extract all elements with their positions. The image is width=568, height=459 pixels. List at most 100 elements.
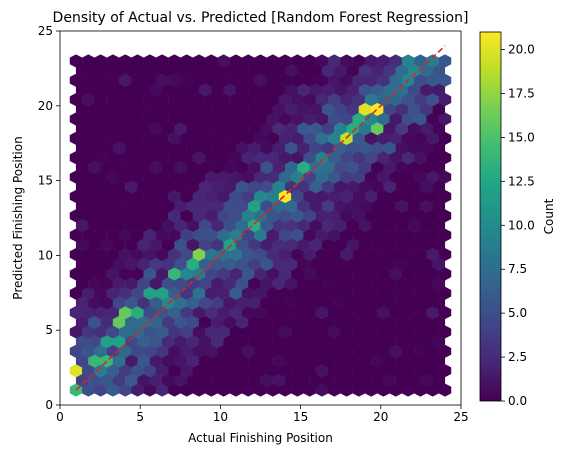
hexbin-cell	[432, 257, 446, 271]
hexbin-cell	[291, 344, 304, 358]
hexbin-cell	[364, 228, 378, 242]
hexbin-cell	[168, 112, 181, 126]
hexbin-cell	[186, 335, 200, 349]
hexbin-cell	[125, 315, 138, 329]
hexbin-cell	[137, 315, 150, 329]
hexbin-cell	[383, 199, 396, 213]
hexbin-cell	[192, 189, 206, 204]
hexbin-cell	[321, 238, 335, 252]
hexbin-cell	[192, 209, 206, 223]
hexbin-cell	[248, 83, 261, 97]
hexbin-cell	[346, 199, 359, 213]
hexbin-cell	[389, 93, 403, 107]
hexbin-cell	[340, 247, 353, 262]
hexbin-cell	[254, 131, 267, 145]
hexbin-cell	[149, 102, 163, 116]
hexbin-cell	[143, 54, 157, 68]
hexbin-cell	[352, 131, 366, 145]
hexbin-cell	[291, 93, 304, 107]
hexbin-cell	[284, 122, 298, 136]
hexbin-cell	[358, 315, 372, 329]
hexbin-cell	[229, 306, 243, 320]
hexbin-cell	[395, 354, 409, 368]
hexbin-cell	[211, 102, 224, 116]
colorbar-tick-label: 20.0	[508, 43, 535, 57]
hexbin-cell	[211, 373, 224, 387]
hexbin-cell	[118, 54, 132, 68]
hexbin-cell	[438, 93, 452, 107]
hexbin-cell	[118, 286, 132, 300]
hexbin-cell	[346, 102, 359, 116]
hexbin-cell	[371, 180, 384, 194]
hexbin-cell	[309, 257, 323, 271]
hexbin-cell	[371, 199, 384, 213]
hexbin-cell	[229, 151, 243, 165]
hexbin-cell	[82, 54, 95, 68]
hexbin-cell	[149, 160, 163, 174]
hexbin-cell	[278, 247, 292, 262]
hexbin-cell	[315, 286, 329, 300]
hexbin-cell	[297, 276, 310, 291]
hexbin-cell	[192, 151, 206, 165]
hexbin-cell	[303, 364, 316, 378]
hexbin-cell	[426, 73, 439, 87]
hexbin-cell	[358, 102, 372, 116]
hexbin-cell	[192, 325, 206, 339]
hexbin-cell	[106, 364, 120, 378]
hexbin-cell	[254, 228, 267, 242]
hexbin-cell	[106, 151, 120, 165]
hexbin-cell	[297, 354, 310, 368]
reference-line	[75, 45, 446, 391]
hexbin-cell	[168, 325, 181, 339]
hexbin-cell	[426, 189, 439, 204]
hexbin-cell	[291, 54, 304, 68]
hexbin-cell	[297, 102, 310, 116]
hexbin-cell	[389, 364, 403, 378]
hexbin-cell	[340, 344, 353, 358]
hexbin-cell	[198, 64, 212, 78]
hexbin-cell	[321, 199, 335, 213]
hexbin-cell	[284, 180, 298, 194]
hexbin-cell	[266, 93, 280, 107]
hexbin-cell	[358, 199, 372, 213]
hexbin-cell	[377, 306, 390, 320]
hexbin-cell	[315, 189, 329, 204]
hexbin-cell	[364, 54, 378, 68]
hexbin-cell	[278, 344, 292, 358]
hexbin-cell	[211, 315, 224, 329]
hexbin-cell	[420, 335, 433, 349]
hexbin-cell	[395, 373, 409, 387]
hexbin-cell	[143, 151, 157, 165]
hexbin-cell	[211, 64, 224, 78]
hexbin-cell	[180, 131, 193, 145]
hexbin-cell	[414, 344, 427, 358]
hexbin-cell	[260, 83, 273, 97]
hexbin-cell	[438, 364, 452, 378]
plot-frame	[59, 30, 462, 406]
hexbin-cell	[364, 209, 378, 223]
hexbin-cell	[278, 267, 292, 281]
hexbin-cell	[174, 102, 187, 116]
hexbin-cell	[106, 93, 120, 107]
hexbin-cell	[217, 209, 230, 223]
hexbin-cell	[407, 276, 421, 291]
hexbin-cell	[328, 344, 341, 358]
hexbin-cell	[438, 286, 452, 300]
hexbin-cell	[395, 238, 409, 252]
hexbin-cell	[198, 335, 212, 349]
hexbin-cell	[420, 218, 433, 233]
hexbin-cell	[180, 151, 193, 165]
hexbin-cell	[155, 170, 169, 184]
hexbin-cell	[395, 257, 409, 271]
hexbin-cell	[94, 73, 107, 87]
hexbin-cell	[272, 257, 286, 271]
hexbin-cell	[106, 344, 120, 358]
hexbin-cell	[162, 218, 175, 233]
x-tick-label: 25	[453, 410, 468, 424]
hexbin-cell	[358, 180, 372, 194]
hexbin-cell	[205, 364, 218, 378]
hexbin-cell	[211, 83, 224, 97]
hexbin-cell	[364, 325, 378, 339]
hexbin-cell	[112, 102, 126, 116]
